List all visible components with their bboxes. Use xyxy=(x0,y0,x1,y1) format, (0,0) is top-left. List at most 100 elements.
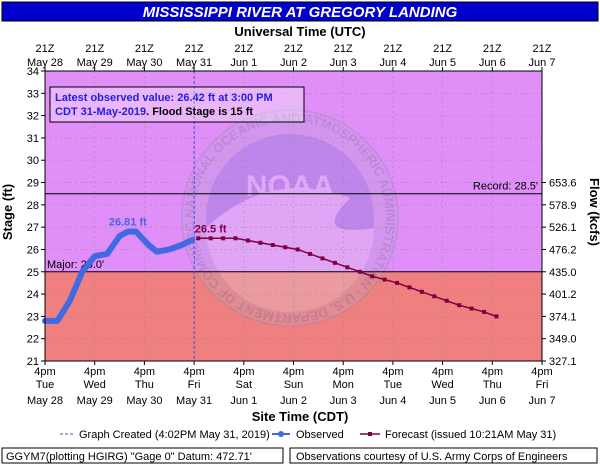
forecast-point xyxy=(196,236,201,241)
flow-tick-label: 374.1 xyxy=(549,311,577,323)
forecast-point xyxy=(382,277,387,282)
site-time-tick-day: Thu xyxy=(483,379,502,391)
utc-tick-date: Jun 2 xyxy=(280,57,307,69)
stage-tick-label: 34 xyxy=(27,66,39,78)
site-time-tick-day: Wed xyxy=(83,379,105,391)
site-time-tick-date: May 31 xyxy=(176,395,212,407)
site-time-tick-date: Jun 3 xyxy=(330,395,357,407)
forecast-point xyxy=(407,285,412,290)
observed-series xyxy=(42,228,196,324)
utc-tick-date: Jun 1 xyxy=(230,57,257,69)
annotations: 26.81 ft 26.5 ft xyxy=(109,216,227,235)
utc-tick-date: Jun 3 xyxy=(330,57,357,69)
forecast-point xyxy=(357,269,362,274)
site-time-tick-day: Mon xyxy=(332,379,353,391)
flow-tick-label: 435.0 xyxy=(549,267,577,279)
observed-point xyxy=(54,318,60,324)
observed-point xyxy=(125,229,131,235)
observed-point xyxy=(104,251,110,257)
legend-observed-label: Observed xyxy=(296,429,344,441)
utc-tick-hour: 21Z xyxy=(85,43,104,55)
stage-axis: 21 22 23 24 25 26 27 28 29 30 31 32 33 34 xyxy=(27,66,45,368)
forecast-series xyxy=(196,236,499,319)
forecast-point xyxy=(395,280,400,285)
forecast-point xyxy=(482,309,487,314)
forecast-point xyxy=(419,289,424,294)
utc-tick-date: Jun 4 xyxy=(379,57,406,69)
site-time-tick-date: Jun 5 xyxy=(429,395,456,407)
site-time-tick-hour: 4pm xyxy=(382,366,403,378)
utc-tick-date: Jun 6 xyxy=(479,57,506,69)
utc-tick-date: May 31 xyxy=(176,57,212,69)
utc-axis: 21Z May 28 21Z May 29 21Z May 30 21Z May 31 21Z J… xyxy=(27,43,555,71)
stage-tick-label: 23 xyxy=(27,311,39,323)
site-time-tick-day: Fri xyxy=(188,379,201,391)
watermark-noaa-text: NOAA xyxy=(246,170,334,203)
flow-axis: 327.1 349.0 374.1 401.2 435.0 476.2 526.1 578.9… xyxy=(542,178,577,368)
site-time-tick-date: Jun 6 xyxy=(479,395,506,407)
forecast-point xyxy=(233,236,238,241)
forecast-point xyxy=(332,260,337,265)
site-time-tick-hour: 4pm xyxy=(84,366,105,378)
stage-tick-label: 31 xyxy=(27,133,39,145)
info-line-1: Latest observed value: 26.42 ft at 3:00 … xyxy=(55,92,273,104)
site-time-tick-day: Thu xyxy=(135,379,154,391)
utc-tick-hour: 21Z xyxy=(234,43,253,55)
site-time-tick-hour: 4pm xyxy=(34,366,55,378)
footer-right-box xyxy=(289,447,598,464)
stage-tick-label: 26 xyxy=(27,244,39,256)
site-time-tick-date: Jun 7 xyxy=(529,395,556,407)
legend-observed-dot xyxy=(278,431,284,437)
y2-axis-title: Flow (kcfs) xyxy=(587,178,600,246)
utc-tick-hour: 21Z xyxy=(433,43,452,55)
title-bar xyxy=(1,1,599,22)
site-time-tick-day: Wed xyxy=(431,379,453,391)
stage-tick-label: 21 xyxy=(27,356,39,368)
peak-annotation-1: 26.5 ft xyxy=(195,223,227,235)
forecast-point xyxy=(308,251,313,256)
site-time-tick-hour: 4pm xyxy=(332,366,353,378)
site-time-tick-hour: 4pm xyxy=(233,366,254,378)
observed-point xyxy=(117,233,123,239)
forecast-point xyxy=(295,247,300,252)
stage-tick-label: 24 xyxy=(27,289,39,301)
forecast-point xyxy=(208,236,213,241)
footer-left-box xyxy=(1,447,284,464)
forecast-point xyxy=(320,256,325,261)
site-time-tick-day: Sun xyxy=(284,379,304,391)
flow-tick-label: 578.9 xyxy=(549,200,577,212)
flow-tick-label: 401.2 xyxy=(549,289,577,301)
chart-title: MISSISSIPPI RIVER AT GREGORY LANDING xyxy=(143,4,458,21)
footer-right: Observations courtesy of U.S. Army Corps… xyxy=(296,451,568,463)
utc-tick-hour: 21Z xyxy=(284,43,303,55)
site-time-tick-hour: 4pm xyxy=(183,366,204,378)
utc-tick-hour: 21Z xyxy=(533,43,552,55)
site-time-tick-date: Jun 2 xyxy=(280,395,307,407)
site-time-tick-date: Jun 4 xyxy=(379,395,406,407)
utc-tick-hour: 21Z xyxy=(135,43,154,55)
legend: Graph Created (4:02PM May 31, 2019) Obse… xyxy=(60,429,556,441)
forecast-point xyxy=(494,314,499,319)
footer-left: GGYM7(plotting HGIRG) "Gage 0" Datum: 47… xyxy=(6,451,252,463)
flow-tick-label: 476.2 xyxy=(549,244,577,256)
observed-point xyxy=(133,229,139,235)
legend-created-label: Graph Created (4:02PM May 31, 2019) xyxy=(79,429,270,441)
top-axis-title: Universal Time (UTC) xyxy=(234,24,365,39)
forecast-point xyxy=(258,240,263,245)
observed-point xyxy=(166,246,172,252)
stage-tick-label: 28 xyxy=(27,200,39,212)
observed-point xyxy=(179,242,185,248)
legend-forecast-dot xyxy=(368,432,372,436)
observed-point xyxy=(154,249,160,255)
info-flood-stage: . Flood Stage is 15 ft xyxy=(146,106,253,118)
utc-tick-hour: 21Z xyxy=(185,43,204,55)
bottom-axis-title: Site Time (CDT) xyxy=(252,409,349,424)
site-time-tick-day: Tue xyxy=(384,379,403,391)
utc-tick-date: Jun 5 xyxy=(429,57,456,69)
site-time-tick-hour: 4pm xyxy=(283,366,304,378)
observed-point xyxy=(79,269,85,275)
stage-tick-label: 27 xyxy=(27,222,39,234)
info-box: Latest observed value: 26.42 ft at 3:00 … xyxy=(49,86,305,123)
forecast-point xyxy=(370,274,375,279)
